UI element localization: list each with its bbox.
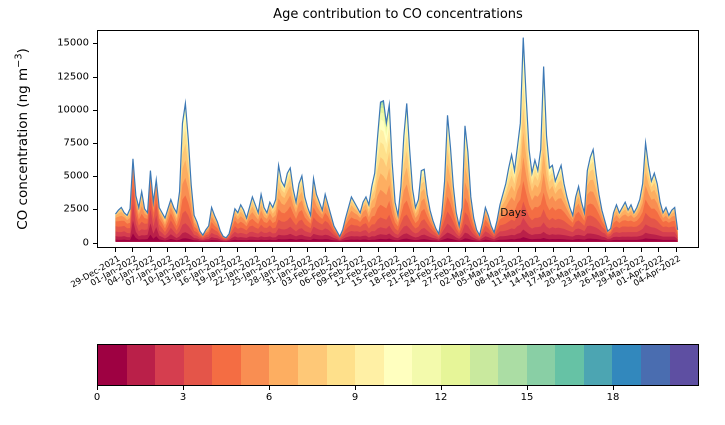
colorbar-segment: [240, 345, 270, 385]
x-tick-mark: [623, 248, 625, 252]
colorbar-segment: [183, 345, 213, 385]
y-tick-label: 5000: [63, 170, 89, 182]
y-tick-mark: [93, 43, 97, 45]
colorbar-segment: [98, 345, 127, 385]
x-tick-mark: [658, 248, 660, 252]
x-tick-mark: [184, 248, 186, 252]
x-tick-mark: [219, 248, 221, 252]
x-tick-mark: [517, 248, 519, 252]
stacked-area-canvas: [98, 31, 698, 247]
x-tick-mark: [237, 248, 239, 252]
x-tick-mark: [254, 248, 256, 252]
y-tick-label: 15000: [57, 37, 89, 49]
y-tick-label: 7500: [63, 137, 89, 149]
colorbar-tick-mark: [441, 386, 442, 390]
colorbar-segment: [469, 345, 499, 385]
y-axis-label-suffix: ): [14, 48, 31, 54]
x-tick-mark: [307, 248, 309, 252]
colorbar-segment: [383, 345, 413, 385]
colorbar-tick-label: 6: [265, 392, 273, 403]
y-tick-label: 0: [82, 237, 89, 249]
y-tick-mark: [93, 176, 97, 178]
colorbar-tick-mark: [355, 386, 356, 390]
x-tick-mark: [430, 248, 432, 252]
x-tick-mark: [587, 248, 589, 252]
colorbar-tick-mark: [527, 386, 528, 390]
x-tick-mark: [289, 248, 291, 252]
x-tick-mark: [395, 248, 397, 252]
plot-area: [97, 30, 699, 248]
colorbar-segment: [412, 345, 441, 385]
colorbar-segment: [126, 345, 156, 385]
y-tick-label: 2500: [63, 203, 89, 215]
colorbar-tick-mark: [183, 386, 184, 390]
colorbar-segment: [298, 345, 327, 385]
colorbar-tick-label: 9: [351, 392, 359, 403]
x-tick-mark: [132, 248, 134, 252]
x-tick-mark: [447, 248, 449, 252]
x-tick-mark: [640, 248, 642, 252]
x-tick-mark: [377, 248, 379, 252]
colorbar-tick-label: 3: [179, 392, 187, 403]
colorbar-tick-label: 0: [93, 392, 101, 403]
x-tick-mark: [360, 248, 361, 252]
colorbar-segment: [669, 345, 699, 385]
colorbar-tick-label: 12: [434, 392, 448, 403]
x-tick-mark: [272, 248, 274, 252]
colorbar-segment: [212, 345, 241, 385]
x-tick-mark: [167, 248, 169, 252]
x-tick-mark: [324, 248, 326, 252]
x-tick-mark: [482, 248, 484, 252]
y-tick-mark: [93, 76, 97, 78]
y-axis-label-prefix: CO concentration (ng m: [14, 67, 31, 230]
x-tick-mark: [605, 248, 607, 252]
colorbar-segment: [612, 345, 641, 385]
colorbar-segment: [155, 345, 184, 385]
y-tick-mark: [93, 109, 97, 111]
x-tick-mark: [535, 248, 537, 252]
chart-title: Age contribution to CO concentrations: [273, 7, 523, 22]
y-tick-label: 10000: [57, 104, 89, 116]
y-axis-label-superscript: −3: [13, 53, 25, 68]
colorbar-segment: [269, 345, 299, 385]
colorbar-segment: [555, 345, 584, 385]
colorbar-segment: [326, 345, 356, 385]
colorbar-segment: [440, 345, 470, 385]
y-tick-label: 12500: [57, 71, 89, 83]
x-tick-mark: [114, 248, 116, 252]
y-tick-mark: [93, 142, 97, 144]
colorbar: [97, 344, 699, 386]
colorbar-tick-mark: [613, 386, 614, 390]
colorbar-segment: [355, 345, 384, 385]
y-tick-mark: [93, 242, 97, 244]
colorbar-tick-mark: [97, 386, 98, 390]
colorbar-tick-mark: [269, 386, 270, 390]
x-tick-mark: [552, 248, 554, 252]
colorbar-label: Days: [500, 206, 527, 219]
colorbar-segment: [526, 345, 556, 385]
x-tick-mark: [342, 248, 344, 252]
x-tick-mark: [412, 248, 414, 252]
y-axis-label: CO concentration (ng m−3): [13, 48, 31, 230]
x-tick-mark: [465, 248, 467, 252]
x-tick-mark: [675, 248, 677, 252]
x-tick-mark: [149, 248, 151, 252]
x-tick-mark: [202, 248, 204, 252]
x-tick-mark: [570, 248, 572, 252]
colorbar-tick-label: 18: [606, 392, 620, 403]
x-tick-mark: [500, 248, 502, 252]
colorbar-segment: [498, 345, 527, 385]
y-tick-mark: [93, 209, 97, 211]
colorbar-segment: [640, 345, 670, 385]
colorbar-tick-label: 15: [520, 392, 534, 403]
colorbar-segment: [583, 345, 613, 385]
